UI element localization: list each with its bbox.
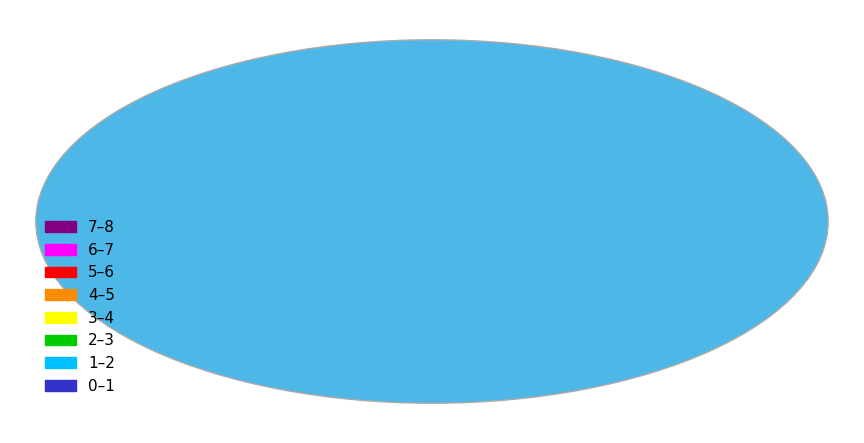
- Ellipse shape: [35, 40, 829, 403]
- Legend: 7–8, 6–7, 5–6, 4–5, 3–4, 2–3, 1–2, 0–1: 7–8, 6–7, 5–6, 4–5, 3–4, 2–3, 1–2, 0–1: [40, 214, 121, 400]
